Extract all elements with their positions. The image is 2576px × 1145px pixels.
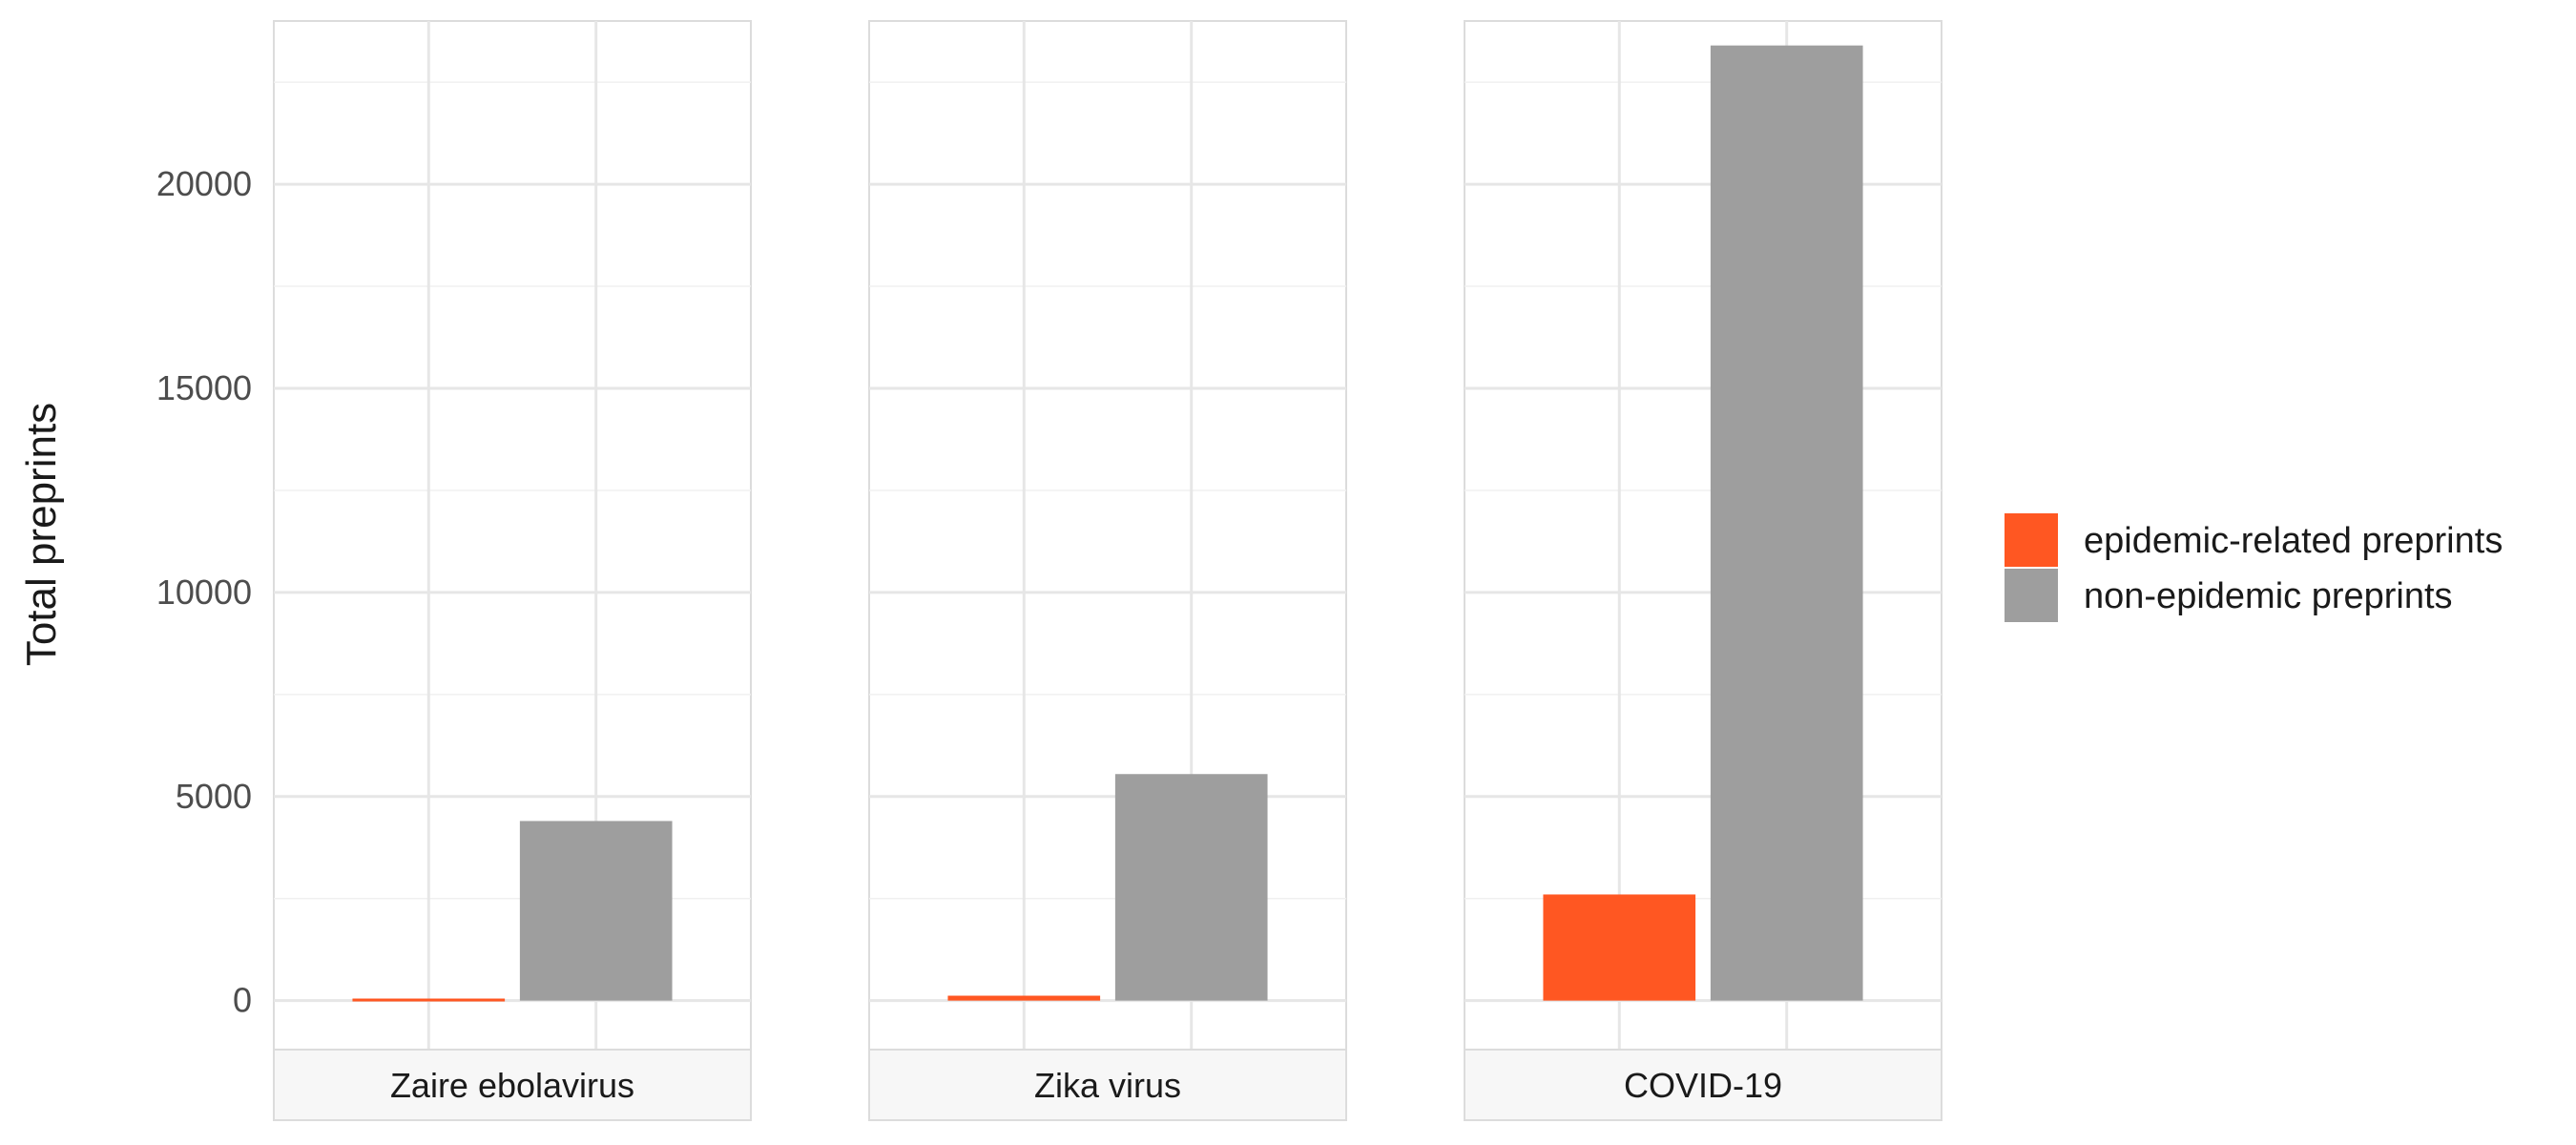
bar-non-epidemic	[1710, 45, 1863, 1001]
bar-non-epidemic	[1114, 774, 1268, 1001]
facet-panels: Zaire ebolavirus Zika virus COVID-19	[273, 20, 1942, 1121]
facet-strip	[273, 1049, 752, 1121]
y-tick-label: 10000	[156, 572, 252, 612]
facet-strip	[1464, 1049, 1942, 1121]
y-tick-label: 5000	[176, 777, 252, 816]
panel-border	[273, 20, 752, 1051]
bar-epidemic-related	[352, 998, 506, 1002]
legend-swatch	[2003, 567, 2060, 624]
legend-item: non-epidemic preprints	[2003, 567, 2453, 624]
legend-swatch	[2003, 511, 2060, 569]
facet-strip-label: COVID-19	[1624, 1066, 1782, 1105]
legend-label: epidemic-related preprints	[2084, 521, 2503, 561]
y-tick-label: 20000	[156, 164, 252, 203]
y-tick-label: 0	[233, 981, 252, 1020]
legend-item: epidemic-related preprints	[2003, 511, 2503, 569]
facet-panel: Zika virus	[868, 20, 1347, 1121]
facet-panel: Zaire ebolavirus	[273, 20, 752, 1121]
y-axis-title: Total preprints	[18, 403, 65, 666]
legend: epidemic-related preprints non-epidemic p…	[2003, 511, 2503, 624]
facet-strip-label: Zika virus	[1034, 1066, 1181, 1105]
bar-epidemic-related	[947, 995, 1101, 1001]
panel-border	[868, 20, 1347, 1051]
legend-label: non-epidemic preprints	[2084, 576, 2453, 616]
facet-panel: COVID-19	[1464, 20, 1942, 1121]
facet-strip	[868, 1049, 1347, 1121]
bar-non-epidemic	[519, 821, 673, 1001]
bar-epidemic-related	[1543, 894, 1696, 1001]
panel-border	[1464, 20, 1942, 1051]
y-axis: 0 5000 10000 15000 20000	[156, 164, 252, 1020]
y-tick-label: 15000	[156, 368, 252, 407]
facet-strip-label: Zaire ebolavirus	[390, 1066, 634, 1105]
